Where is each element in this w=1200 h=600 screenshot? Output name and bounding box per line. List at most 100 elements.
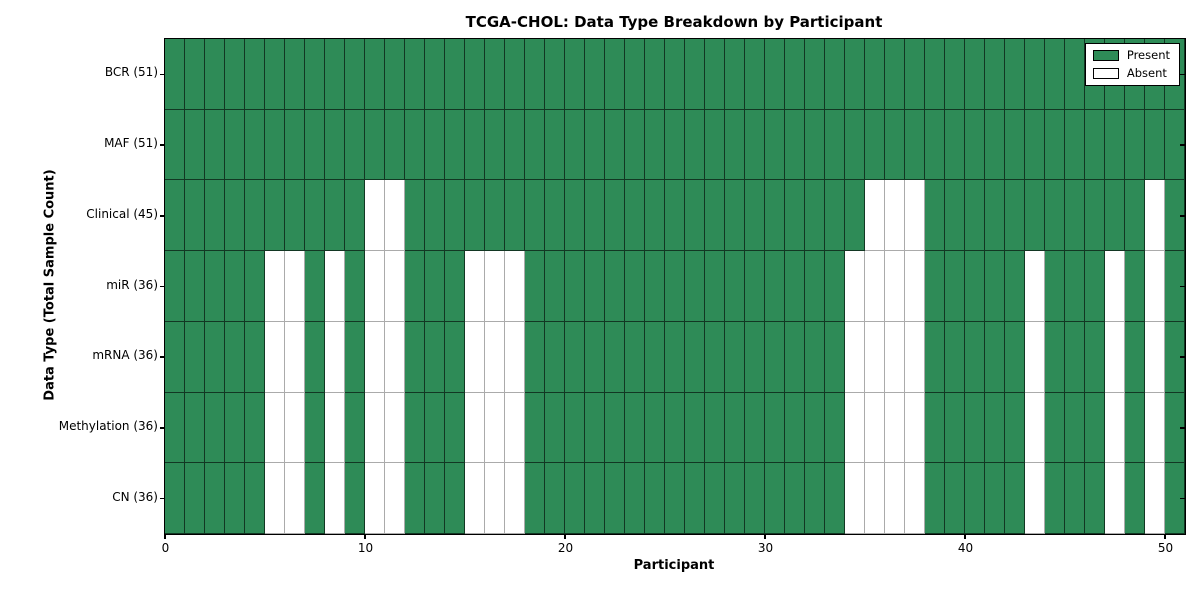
heatmap-cell xyxy=(465,463,485,534)
heatmap-cell xyxy=(905,180,925,252)
heatmap-cell xyxy=(565,463,585,534)
heatmap-cell xyxy=(1085,321,1105,393)
heatmap-cell xyxy=(765,109,785,181)
heatmap-cell xyxy=(985,463,1005,534)
heatmap-cell xyxy=(765,180,785,252)
legend-entry-present: Present xyxy=(1092,49,1170,62)
heatmap-cell xyxy=(725,251,745,322)
heatmap-cell xyxy=(325,321,345,393)
legend: Present Absent xyxy=(1084,43,1180,86)
heatmap-cell xyxy=(925,180,945,252)
heatmap-cell xyxy=(1105,463,1125,534)
heatmap-cell xyxy=(305,39,325,110)
heatmap-cell xyxy=(545,39,565,110)
heatmap-cell xyxy=(385,39,405,110)
heatmap-cell xyxy=(585,463,605,534)
y-tick xyxy=(1180,144,1185,146)
heatmap-cell xyxy=(685,321,705,393)
heatmap-cell xyxy=(1125,109,1145,181)
heatmap-cell xyxy=(205,392,225,464)
heatmap-cell xyxy=(1125,251,1145,322)
heatmap-cell xyxy=(745,251,765,322)
heatmap-cell xyxy=(745,392,765,464)
heatmap-cell xyxy=(1065,180,1085,252)
heatmap-cell xyxy=(985,392,1005,464)
heatmap-cell xyxy=(705,321,725,393)
heatmap-cell xyxy=(1045,180,1065,252)
heatmap-cell xyxy=(905,251,925,322)
x-tick-label: 50 xyxy=(1157,541,1174,555)
heatmap-cell xyxy=(345,39,365,110)
heatmap-cell xyxy=(1025,392,1045,464)
y-tick xyxy=(1180,427,1185,429)
heatmap-cell xyxy=(805,392,825,464)
heatmap-cell xyxy=(565,251,585,322)
heatmap-cell xyxy=(985,321,1005,393)
heatmap-cell xyxy=(605,180,625,252)
heatmap-cell xyxy=(885,251,905,322)
heatmap-cell xyxy=(845,321,865,393)
heatmap-cell xyxy=(745,321,765,393)
heatmap-cell xyxy=(665,180,685,252)
heatmap-cell xyxy=(385,109,405,181)
heatmap-cell xyxy=(265,180,285,252)
heatmap-cell xyxy=(685,251,705,322)
heatmap-cell xyxy=(845,392,865,464)
heatmap-cell xyxy=(865,392,885,464)
heatmap-cell xyxy=(365,463,385,534)
heatmap-cell xyxy=(245,463,265,534)
heatmap-cell xyxy=(325,251,345,322)
heatmap-cell xyxy=(525,392,545,464)
x-axis-label: Participant xyxy=(633,558,715,573)
y-tick xyxy=(160,356,165,358)
heatmap-cell xyxy=(405,392,425,464)
heatmap-cell xyxy=(725,321,745,393)
heatmap-cell xyxy=(425,321,445,393)
heatmap-cell xyxy=(665,463,685,534)
heatmap-cell xyxy=(885,463,905,534)
heatmap-cell xyxy=(645,251,665,322)
x-tick xyxy=(1164,534,1166,539)
heatmap-cell xyxy=(545,251,565,322)
heatmap-cell xyxy=(405,109,425,181)
heatmap-cell xyxy=(565,321,585,393)
heatmap-cell xyxy=(645,180,665,252)
y-tick xyxy=(160,427,165,429)
heatmap-cell xyxy=(785,321,805,393)
heatmap-cell xyxy=(425,180,445,252)
heatmap-cell xyxy=(365,39,385,110)
heatmap-cell xyxy=(585,39,605,110)
heatmap-cell xyxy=(345,251,365,322)
heatmap-cell xyxy=(1145,463,1165,534)
heatmap-cell xyxy=(865,180,885,252)
heatmap-cell xyxy=(1005,180,1025,252)
heatmap-cell xyxy=(785,251,805,322)
heatmap-cell xyxy=(665,251,685,322)
x-tick-label: 30 xyxy=(757,541,774,555)
heatmap-cell xyxy=(885,39,905,110)
x-tick xyxy=(564,534,566,539)
heatmap-cell xyxy=(805,321,825,393)
heatmap-cell xyxy=(965,39,985,110)
x-tick xyxy=(964,534,966,539)
heatmap-cell xyxy=(165,39,185,110)
heatmap-cell xyxy=(605,39,625,110)
heatmap-cell xyxy=(505,321,525,393)
heatmap-cell xyxy=(885,180,905,252)
heatmap-cell xyxy=(865,39,885,110)
heatmap-cell xyxy=(1125,321,1145,393)
heatmap-cell xyxy=(265,251,285,322)
heatmap-cell xyxy=(805,109,825,181)
heatmap-cell xyxy=(245,251,265,322)
heatmap-cell xyxy=(465,109,485,181)
heatmap-cell xyxy=(865,109,885,181)
heatmap-cell xyxy=(1065,321,1085,393)
heatmap-cell xyxy=(925,463,945,534)
heatmap-cell xyxy=(365,392,385,464)
heatmap-cell xyxy=(1105,109,1125,181)
heatmap-cell xyxy=(1045,321,1065,393)
heatmap-cell xyxy=(1105,251,1125,322)
heatmap-cell xyxy=(445,463,465,534)
present-swatch xyxy=(1092,50,1119,61)
heatmap-cell xyxy=(825,392,845,464)
